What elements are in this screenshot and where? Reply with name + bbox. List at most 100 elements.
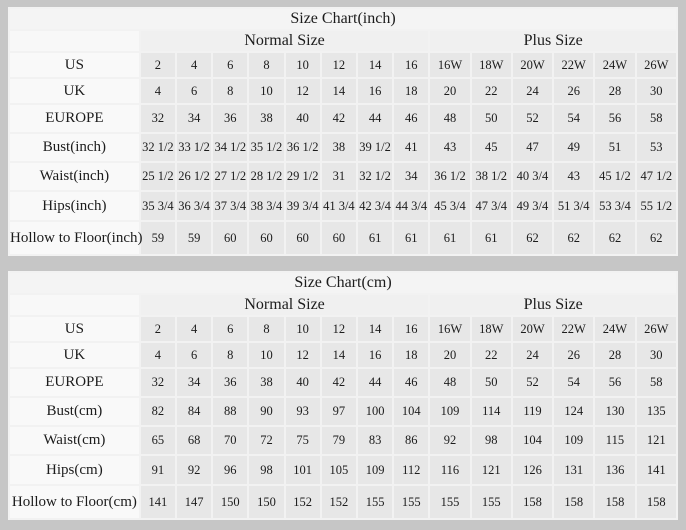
size-cell: 24W — [595, 317, 635, 341]
size-cell: 12 — [285, 343, 320, 367]
table-row: EUROPE 32 34 36 38 40 42 44 46 48 50 52 54 56 58 — [10, 369, 676, 396]
normal-size-header: Normal Size — [140, 31, 429, 51]
size-cell: 16W — [430, 317, 470, 341]
size-cell: 25 1/2 — [140, 163, 175, 190]
size-cell: 8 — [249, 317, 284, 341]
table-row: EUROPE 32 34 36 38 40 42 44 46 48 50 52 54 56 58 — [10, 105, 676, 132]
size-cell: 6 — [213, 53, 248, 77]
size-cell: 98 — [471, 427, 511, 454]
size-cell: 50 — [471, 369, 511, 396]
table-row: Hips(inch) 35 3/4 36 3/4 37 3/4 38 3/4 39 3/4… — [10, 192, 676, 220]
size-cell: 26W — [636, 53, 676, 77]
size-cell: 36 — [213, 105, 248, 132]
size-cell: 109 — [554, 427, 594, 454]
row-label: Waist(inch) — [10, 163, 139, 190]
size-cell: 62 — [512, 222, 553, 254]
size-cell: 40 — [285, 105, 320, 132]
size-cell: 45 — [471, 134, 511, 161]
size-cell: 61 — [394, 222, 429, 254]
size-cell: 37 3/4 — [213, 192, 248, 220]
row-label: UK — [10, 79, 139, 103]
size-cell: 53 — [636, 134, 676, 161]
size-cell: 47 3/4 — [471, 192, 511, 220]
size-cell: 14 — [357, 317, 393, 341]
size-cell: 62 — [554, 222, 594, 254]
size-cell: 16 — [394, 53, 429, 77]
size-cell: 51 — [595, 134, 635, 161]
size-cell: 16 — [357, 343, 393, 367]
row-label: US — [10, 317, 139, 341]
size-cell: 36 1/2 — [285, 134, 320, 161]
row-label: Hips(inch) — [10, 192, 139, 220]
size-cell: 42 3/4 — [357, 192, 393, 220]
size-cell: 26 — [554, 79, 594, 103]
size-cell: 12 — [321, 317, 356, 341]
size-cell: 152 — [285, 486, 320, 518]
size-cell: 16 — [357, 79, 393, 103]
size-cell: 91 — [140, 456, 175, 484]
size-cell: 52 — [512, 369, 553, 396]
size-cell: 97 — [321, 398, 356, 425]
size-cell: 4 — [140, 79, 175, 103]
size-cell: 86 — [394, 427, 429, 454]
size-cell: 22W — [554, 53, 594, 77]
table-row: US 2 4 6 8 10 12 14 16 16W 18W 20W 22W 24W 26W — [10, 53, 676, 77]
size-cell: 50 — [471, 105, 511, 132]
table-row: Normal Size Plus Size — [10, 31, 676, 51]
size-cell: 101 — [285, 456, 320, 484]
size-cell: 52 — [512, 105, 553, 132]
chart-title: Size Chart(cm) — [10, 273, 676, 293]
size-cell: 22 — [471, 79, 511, 103]
size-cell: 60 — [213, 222, 248, 254]
row-label: EUROPE — [10, 369, 139, 396]
size-cell: 44 3/4 — [394, 192, 429, 220]
size-cell: 26 — [554, 343, 594, 367]
row-label: US — [10, 53, 139, 77]
size-cell: 83 — [357, 427, 393, 454]
size-cell: 49 3/4 — [512, 192, 553, 220]
size-cell: 90 — [249, 398, 284, 425]
size-cell: 51 3/4 — [554, 192, 594, 220]
size-cell: 35 1/2 — [249, 134, 284, 161]
size-cell: 104 — [394, 398, 429, 425]
size-cell: 18W — [471, 317, 511, 341]
size-cell: 32 1/2 — [357, 163, 393, 190]
size-cell: 54 — [554, 369, 594, 396]
size-cell: 130 — [595, 398, 635, 425]
size-cell: 39 3/4 — [285, 192, 320, 220]
size-cell: 70 — [213, 427, 248, 454]
size-cell: 131 — [554, 456, 594, 484]
size-cell: 42 — [321, 105, 356, 132]
table-row: Bust(cm) 82 84 88 90 93 97 100 104 109 114 119 124 13… — [10, 398, 676, 425]
size-cell: 75 — [285, 427, 320, 454]
size-cell: 43 — [430, 134, 470, 161]
size-cell: 92 — [176, 456, 212, 484]
size-cell: 100 — [357, 398, 393, 425]
size-cell: 96 — [213, 456, 248, 484]
size-cell: 22 — [471, 343, 511, 367]
size-cell: 155 — [357, 486, 393, 518]
size-cell: 40 — [285, 369, 320, 396]
size-cell: 6 — [176, 343, 212, 367]
size-cell: 126 — [512, 456, 553, 484]
size-cell: 20W — [512, 317, 553, 341]
size-cell: 10 — [285, 53, 320, 77]
size-cell: 14 — [321, 79, 356, 103]
size-cell: 150 — [213, 486, 248, 518]
size-cell: 38 — [249, 105, 284, 132]
size-cell: 40 3/4 — [512, 163, 553, 190]
size-cell: 38 3/4 — [249, 192, 284, 220]
size-cell: 36 1/2 — [430, 163, 470, 190]
size-cell: 147 — [176, 486, 212, 518]
size-cell: 56 — [595, 105, 635, 132]
table-row: Waist(inch) 25 1/2 26 1/2 27 1/2 28 1/2 29 1/… — [10, 163, 676, 190]
size-cell: 88 — [213, 398, 248, 425]
size-cell: 42 — [321, 369, 356, 396]
size-cell: 24W — [595, 53, 635, 77]
size-cell: 4 — [176, 317, 212, 341]
size-cell: 65 — [140, 427, 175, 454]
size-cell: 10 — [249, 343, 284, 367]
size-cell: 8 — [213, 343, 248, 367]
table-row: US 2 4 6 8 10 12 14 16 16W 18W 20W 22W 24W 26W — [10, 317, 676, 341]
size-cell: 47 1/2 — [636, 163, 676, 190]
